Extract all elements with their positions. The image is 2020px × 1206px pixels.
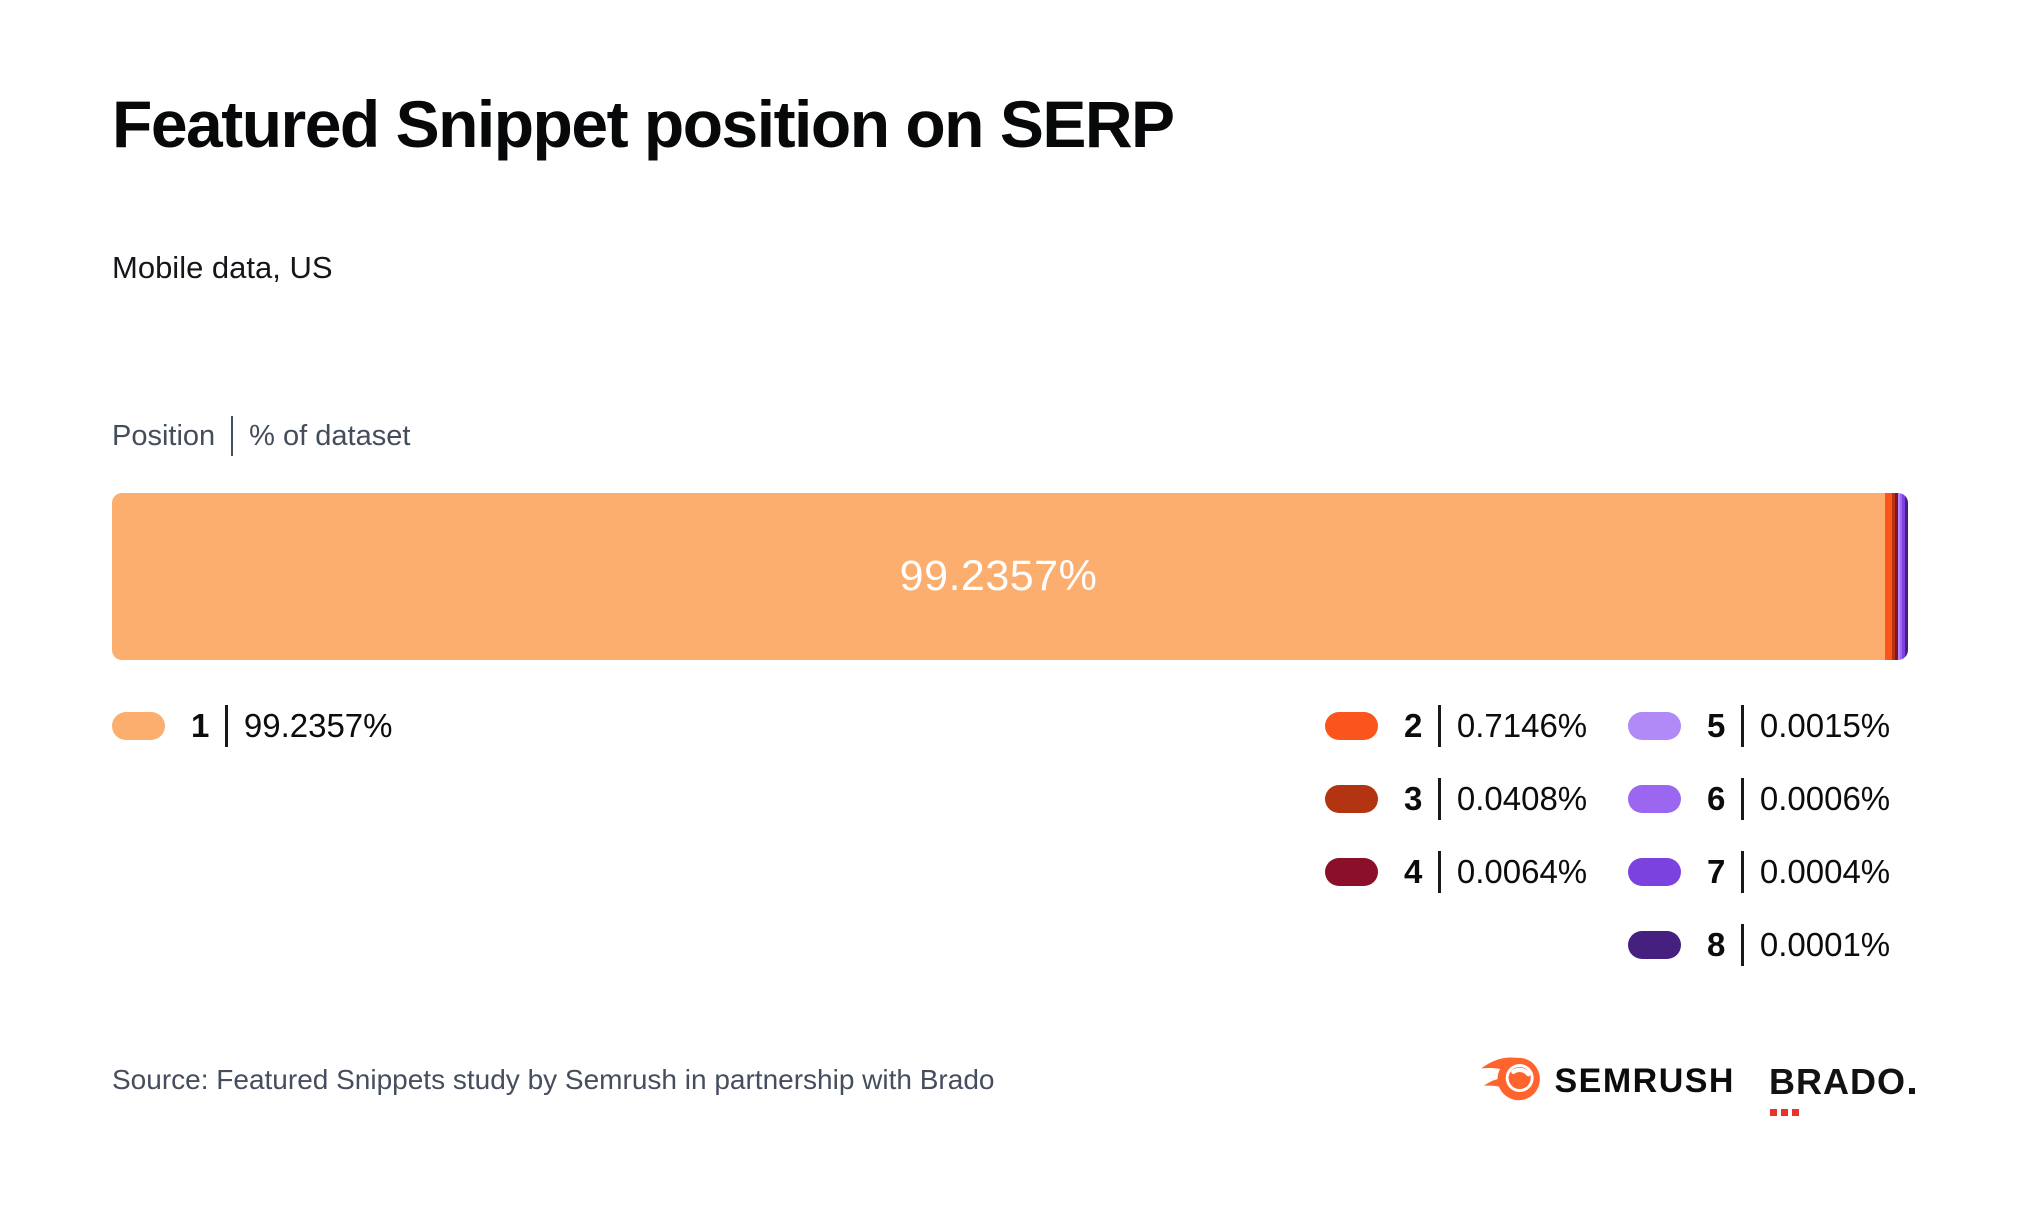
legend-percent-value: 0.0015% (1759, 707, 1891, 744)
brado-red-squares-icon (1770, 1108, 1799, 1116)
brado-period-mark (1909, 1087, 1915, 1094)
legend-item-position-5: 5 0.0015% (1628, 705, 1891, 747)
source-note: Source: Featured Snippets study by Semru… (112, 1064, 995, 1095)
legend-swatch-icon (1325, 785, 1378, 813)
page-title: Featured Snippet position on SERP (112, 87, 1175, 161)
legend-divider (1741, 705, 1744, 747)
legend-percent-value: 0.0001% (1759, 926, 1891, 963)
legend-group-col1: 2 0.7146% 3 0.0408% 4 0.0064% (1325, 705, 1588, 928)
legend-percent-value: 0.0408% (1456, 780, 1588, 817)
legend-swatch-icon (1325, 712, 1378, 740)
legend-group-left: 1 99.2357% (112, 705, 393, 782)
legend-position-number: 6 (1707, 780, 1726, 817)
legend-divider (1741, 851, 1744, 893)
legend-item-position-1: 1 99.2357% (112, 705, 393, 747)
legend-swatch-icon (1628, 785, 1681, 813)
legend-position-number: 3 (1404, 780, 1423, 817)
legend-divider (1438, 705, 1441, 747)
legend-swatch-icon (1325, 858, 1378, 886)
column-header-percent: % of dataset (249, 419, 411, 452)
legend-percent-value: 0.0004% (1759, 853, 1891, 890)
legend-divider (225, 705, 228, 747)
bar-segment-position-3 (1892, 493, 1895, 660)
legend-divider (1741, 924, 1744, 966)
legend-item-position-6: 6 0.0006% (1628, 778, 1891, 820)
column-header-divider (231, 416, 234, 456)
legend-swatch-icon (1628, 858, 1681, 886)
bar-segment-position-1: 99.2357% (112, 493, 1885, 660)
legend-swatch-icon (1628, 712, 1681, 740)
page-subtitle: Mobile data, US (112, 250, 333, 285)
legend-item-position-7: 7 0.0004% (1628, 851, 1891, 893)
legend-divider (1438, 778, 1441, 820)
legend-position-number: 5 (1707, 707, 1726, 744)
column-headers: Position % of dataset (112, 416, 410, 456)
legend-divider (1438, 851, 1441, 893)
bar-segment-position-4 (1895, 493, 1898, 660)
bar-segment-position-7 (1902, 493, 1905, 660)
semrush-comet-icon (1480, 1052, 1542, 1111)
legend-position-number: 8 (1707, 926, 1726, 963)
legend-item-position-2: 2 0.7146% (1325, 705, 1588, 747)
bar-segment-position-2 (1885, 493, 1892, 660)
brado-wordmark: BRADO (1769, 1060, 1906, 1102)
legend-group-col2: 5 0.0015% 6 0.0006% 7 0.0004% 8 0.0001% (1628, 705, 1891, 1001)
legend-percent-value: 99.2357% (243, 707, 393, 744)
legend-item-position-8: 8 0.0001% (1628, 924, 1891, 966)
legend-position-number: 4 (1404, 853, 1423, 890)
legend-position-number: 7 (1707, 853, 1726, 890)
legend: 1 99.2357% 2 0.7146% 3 0.0408% 4 0.0064% 5 0.00… (112, 703, 1908, 1003)
legend-percent-value: 0.7146% (1456, 707, 1588, 744)
legend-position-number: 1 (191, 707, 210, 744)
semrush-wordmark: SEMRUSH (1554, 1062, 1735, 1100)
bar-value-label: 99.2357% (899, 552, 1098, 600)
legend-percent-value: 0.0064% (1456, 853, 1588, 890)
brand-logos: SEMRUSH BRADO (1480, 1052, 1915, 1116)
legend-swatch-icon (1628, 931, 1681, 959)
column-header-position: Position (112, 419, 216, 452)
legend-divider (1741, 778, 1744, 820)
legend-percent-value: 0.0006% (1759, 780, 1891, 817)
legend-position-number: 2 (1404, 707, 1423, 744)
semrush-logo: SEMRUSH (1480, 1052, 1735, 1111)
stacked-bar: 99.2357% (112, 493, 1908, 660)
legend-item-position-4: 4 0.0064% (1325, 851, 1588, 893)
legend-item-position-3: 3 0.0408% (1325, 778, 1588, 820)
brado-logo: BRADO (1769, 1060, 1915, 1116)
bar-segment-position-5 (1898, 493, 1900, 660)
bar-segment-position-6 (1900, 493, 1902, 660)
legend-swatch-icon (112, 712, 165, 740)
bar-segment-position-8 (1905, 493, 1908, 660)
